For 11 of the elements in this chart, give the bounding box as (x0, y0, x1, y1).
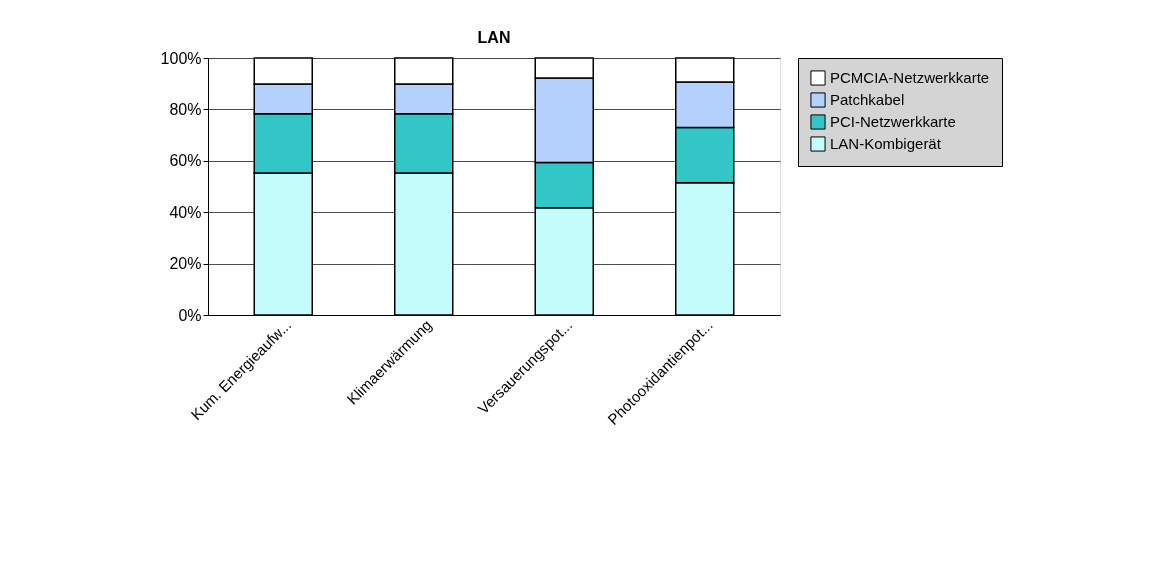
legend-label: LAN-Kombigerät (830, 135, 942, 152)
chart-title: LAN (477, 29, 511, 46)
y-tick-label: 40% (169, 203, 202, 221)
y-tick-label: 80% (169, 100, 202, 118)
y-tick-label: 100% (160, 49, 202, 67)
legend-label: PCI-Netzwerkkarte (830, 113, 956, 130)
y-tick-label: 60% (169, 152, 202, 170)
y-tick-label: 20% (169, 255, 202, 273)
legend-label: Patchkabel (830, 91, 905, 108)
y-tick-label: 0% (178, 306, 202, 324)
legend-label: PCMCIA-Netzwerkkarte (830, 69, 990, 86)
